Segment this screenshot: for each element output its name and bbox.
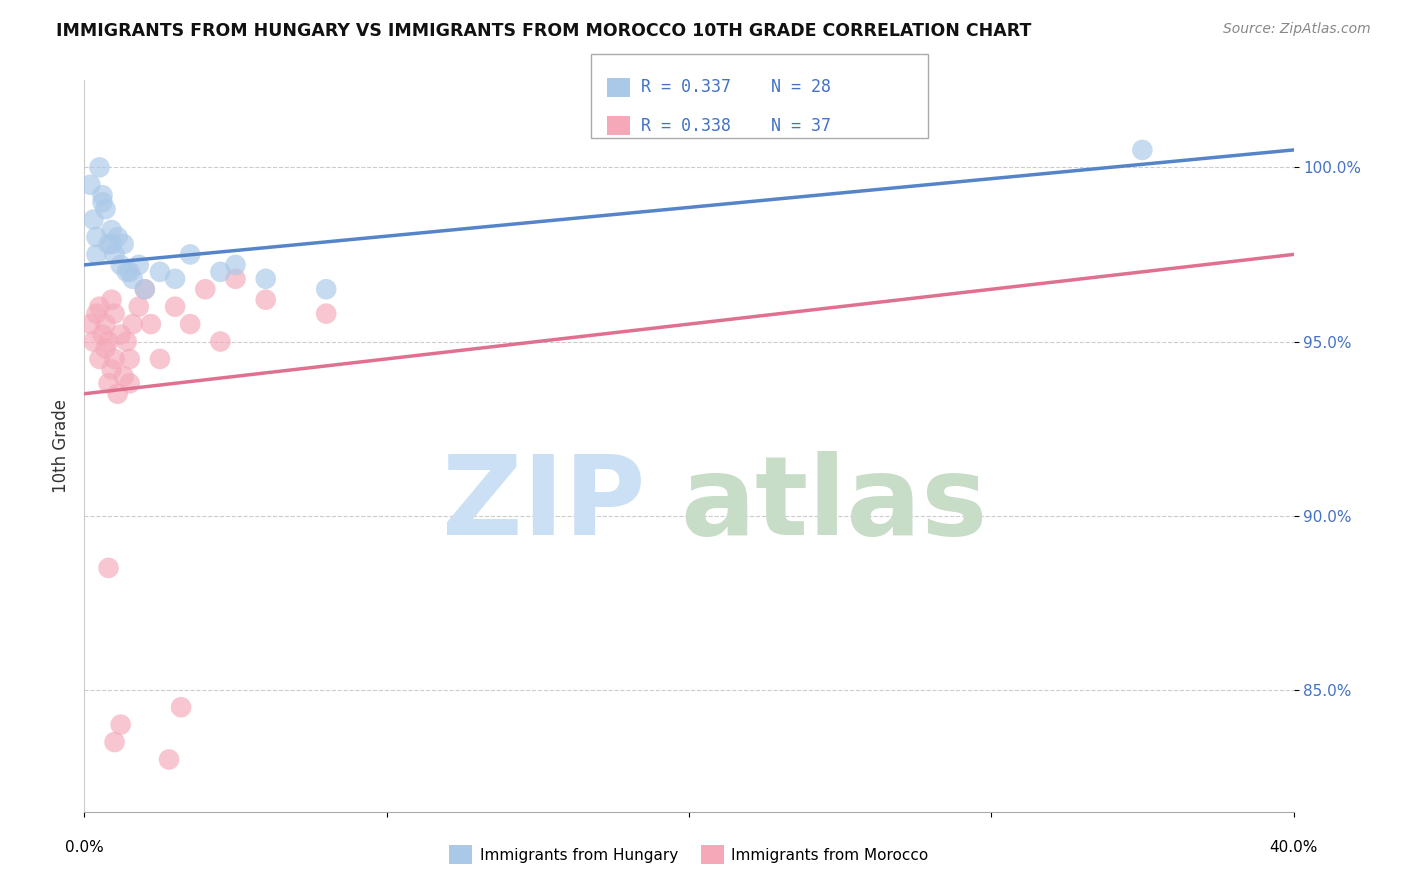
Text: ZIP: ZIP	[441, 451, 645, 558]
Point	[121, 317, 143, 331]
Point	[94, 317, 117, 331]
Point	[157, 752, 180, 766]
Point	[134, 282, 156, 296]
Point	[170, 700, 193, 714]
Point	[104, 351, 127, 366]
Point	[100, 223, 122, 237]
Point	[165, 272, 187, 286]
Point	[107, 230, 129, 244]
Point	[315, 282, 337, 296]
Point	[254, 272, 277, 286]
Point	[107, 386, 129, 401]
Point	[100, 237, 122, 252]
Point	[91, 195, 114, 210]
Point	[209, 265, 232, 279]
Point	[94, 342, 117, 356]
Point	[104, 247, 127, 261]
Point	[100, 293, 122, 307]
Point	[104, 307, 127, 321]
Point	[149, 265, 172, 279]
Point	[91, 327, 114, 342]
Point	[86, 247, 108, 261]
Point	[1132, 143, 1154, 157]
Point	[89, 161, 111, 175]
Point	[225, 272, 247, 286]
Point	[225, 258, 247, 272]
Point	[139, 317, 162, 331]
Point	[315, 307, 337, 321]
Point	[97, 237, 120, 252]
Point	[112, 369, 135, 384]
Point	[149, 351, 172, 366]
Point	[112, 237, 135, 252]
Text: Source: ZipAtlas.com: Source: ZipAtlas.com	[1223, 22, 1371, 37]
Point	[209, 334, 232, 349]
Text: atlas: atlas	[681, 451, 988, 558]
Point	[97, 561, 120, 575]
Point	[97, 376, 120, 391]
Point	[110, 327, 132, 342]
Point	[97, 334, 120, 349]
Point	[100, 362, 122, 376]
Text: 0.0%: 0.0%	[65, 839, 104, 855]
Point	[165, 300, 187, 314]
Point	[134, 282, 156, 296]
Y-axis label: 10th Grade: 10th Grade	[52, 399, 70, 493]
Point	[115, 265, 138, 279]
Point	[128, 300, 150, 314]
Text: R = 0.338    N = 37: R = 0.338 N = 37	[641, 117, 831, 135]
Point	[118, 376, 141, 391]
Point	[89, 351, 111, 366]
Text: R = 0.337    N = 28: R = 0.337 N = 28	[641, 78, 831, 96]
Point	[86, 307, 108, 321]
Point	[179, 317, 201, 331]
Point	[89, 300, 111, 314]
Point	[115, 334, 138, 349]
Point	[194, 282, 217, 296]
Point	[118, 265, 141, 279]
Point	[128, 258, 150, 272]
Legend: Immigrants from Hungary, Immigrants from Morocco: Immigrants from Hungary, Immigrants from…	[443, 839, 935, 870]
Point	[79, 178, 101, 192]
Point	[110, 717, 132, 731]
Point	[94, 202, 117, 216]
Point	[179, 247, 201, 261]
Point	[254, 293, 277, 307]
Text: 40.0%: 40.0%	[1270, 839, 1317, 855]
Point	[104, 735, 127, 749]
Point	[82, 334, 104, 349]
Point	[118, 351, 141, 366]
Point	[82, 212, 104, 227]
Point	[86, 230, 108, 244]
Point	[110, 258, 132, 272]
Text: IMMIGRANTS FROM HUNGARY VS IMMIGRANTS FROM MOROCCO 10TH GRADE CORRELATION CHART: IMMIGRANTS FROM HUNGARY VS IMMIGRANTS FR…	[56, 22, 1032, 40]
Point	[91, 188, 114, 202]
Point	[79, 317, 101, 331]
Point	[121, 272, 143, 286]
